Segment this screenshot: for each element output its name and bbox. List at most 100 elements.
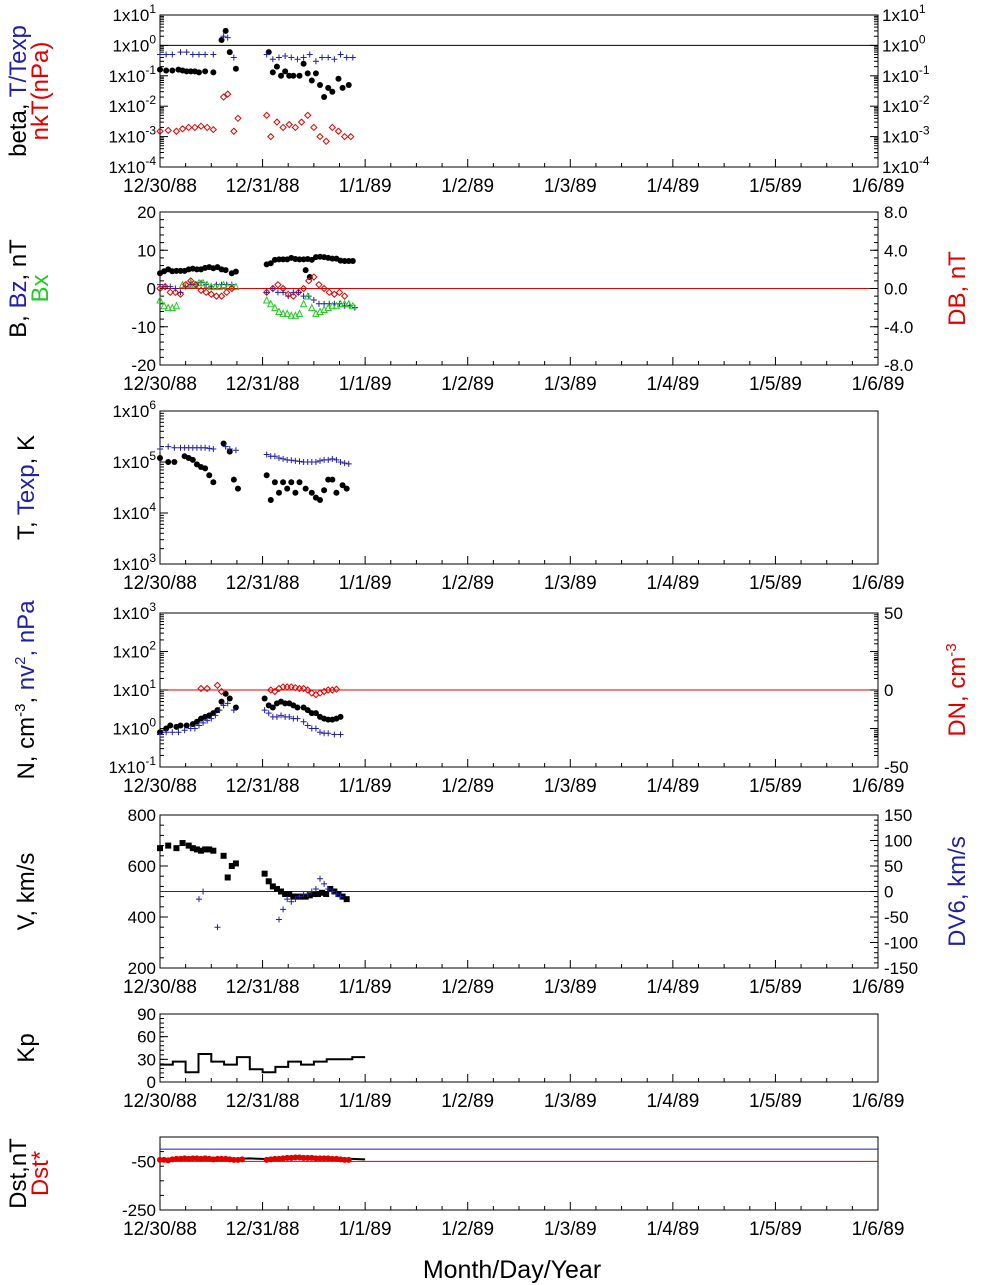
data-point — [274, 289, 281, 296]
data-point — [319, 889, 326, 896]
x-tick-label: 12/31/88 — [226, 1219, 300, 1240]
x-tick-label: 12/31/88 — [226, 573, 300, 594]
data-point — [279, 309, 287, 317]
data-point — [193, 846, 200, 853]
data-point — [331, 731, 338, 738]
data-point — [218, 1155, 225, 1162]
data-point — [302, 893, 309, 900]
x-tick-label: 1/5/89 — [749, 977, 802, 998]
y-tick-label: -20 — [131, 356, 156, 375]
data-point — [176, 290, 185, 298]
data-point — [329, 88, 336, 95]
data-point — [291, 683, 300, 692]
y-tick-label: 1x101 — [112, 677, 156, 700]
x-tick-label: 12/30/88 — [123, 776, 197, 797]
x-tick-label: 1/1/89 — [339, 1091, 392, 1112]
data-point — [262, 288, 271, 297]
data-point — [279, 284, 287, 293]
data-point — [210, 710, 217, 717]
data-point — [207, 282, 216, 291]
data-point — [337, 893, 344, 900]
data-point — [312, 885, 319, 892]
data-point — [202, 846, 209, 853]
data-point — [315, 280, 323, 289]
data-point — [305, 277, 313, 285]
data-point — [289, 292, 298, 300]
data-point — [224, 874, 231, 881]
data-point — [304, 722, 311, 729]
data-point — [292, 489, 299, 496]
x-tick-label: 1/3/89 — [544, 176, 597, 197]
data-point — [308, 710, 315, 717]
panel-velocity: 200 400 600 800 -150 -100 -50 0 50 100 150 12/30/88… — [13, 806, 971, 998]
right-tick-label: 0 — [884, 883, 893, 902]
data-point — [336, 299, 345, 308]
data-point — [290, 893, 297, 900]
right-tick-label: -150 — [884, 959, 918, 978]
data-point — [323, 891, 330, 898]
x-tick-label: 12/31/88 — [226, 176, 300, 197]
data-point — [275, 454, 282, 461]
y-tick-label: 800 — [128, 806, 156, 825]
data-point — [189, 456, 196, 463]
data-point — [232, 860, 239, 867]
data-point — [341, 1156, 348, 1163]
panel-density: 1x10-1 1x100 1x101 1x102 1x103 -50 0 50 12/30/88… — [12, 600, 971, 797]
data-point — [310, 273, 318, 281]
right-tick-label: 1x100 — [882, 32, 926, 55]
data-point — [206, 846, 213, 853]
data-point — [269, 285, 276, 292]
data-point — [269, 56, 276, 63]
data-point — [332, 685, 341, 693]
data-point — [286, 72, 293, 79]
x-tick-label: 1/2/89 — [441, 1219, 494, 1240]
y-tick-label: 1x10-2 — [108, 93, 156, 116]
data-point — [316, 132, 324, 141]
data-point — [206, 472, 213, 479]
data-point — [271, 479, 278, 486]
data-point — [214, 924, 221, 931]
data-point — [271, 1155, 278, 1162]
y-tick-label: 200 — [128, 959, 156, 978]
data-point — [157, 51, 163, 58]
x-tick-label: 1/6/89 — [852, 1091, 905, 1112]
x-tick-label: 1/5/89 — [749, 776, 802, 797]
data-point — [266, 299, 275, 308]
right-tick-label: -8.0 — [884, 356, 913, 375]
x-tick-label: 1/2/89 — [441, 573, 494, 594]
data-point — [325, 54, 332, 61]
data-point — [335, 288, 344, 297]
data-point — [185, 123, 193, 132]
panel-dst: -250 -50 12/30/88 12/31/88 1/1/89 1/2/89 1/3/8… — [5, 1136, 904, 1240]
y-tick-label: 600 — [128, 857, 156, 876]
data-point — [234, 485, 241, 492]
data-point — [173, 1155, 180, 1162]
data-point — [312, 459, 319, 465]
x-tick-label: 12/31/88 — [226, 1091, 300, 1112]
data-point — [228, 863, 235, 869]
x-axis-title: Month/Day/Year — [423, 1256, 601, 1284]
x-tick-label: 12/31/88 — [226, 776, 300, 797]
data-point — [300, 718, 307, 725]
x-tick-label: 12/30/88 — [123, 374, 197, 395]
data-point — [198, 847, 205, 854]
data-point — [328, 301, 337, 310]
data-point — [157, 454, 163, 461]
data-point — [317, 1155, 324, 1162]
data-point — [288, 457, 295, 464]
data-point — [172, 285, 179, 292]
data-point — [300, 54, 307, 61]
data-point — [333, 891, 340, 898]
data-point — [343, 896, 350, 903]
data-point — [230, 476, 237, 483]
right-tick-label: -50 — [884, 758, 909, 777]
data-point — [267, 496, 274, 503]
data-point — [306, 892, 313, 899]
data-point — [169, 729, 176, 736]
data-point — [191, 725, 198, 732]
data-point — [202, 444, 209, 451]
data-point — [197, 286, 205, 295]
data-point — [222, 690, 229, 697]
x-tick-label: 1/6/89 — [852, 776, 905, 797]
